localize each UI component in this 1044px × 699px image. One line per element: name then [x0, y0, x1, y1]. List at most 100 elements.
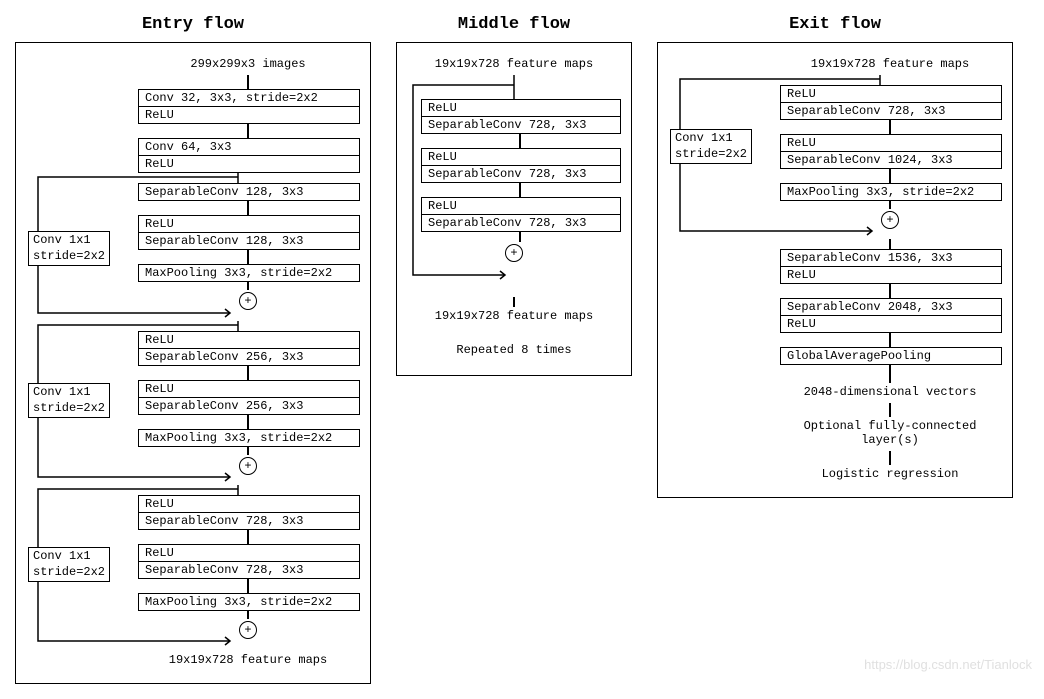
layer-group: ReLU SeparableConv 728, 3x3 — [780, 85, 1002, 120]
entry-block-3: Conv 1x1 stride=2x2 ReLU SeparableConv 7… — [28, 485, 358, 649]
connector-line — [247, 366, 249, 380]
layer-group: MaxPooling 3x3, stride=2x2 — [138, 429, 360, 447]
exit-block-1: Conv 1x1 stride=2x2 ReLU SeparableConv 7… — [670, 75, 1000, 239]
middle-title: Middle flow — [458, 15, 570, 34]
middle-panel: 19x19x728 feature maps ReLU SeparableCon… — [396, 42, 632, 376]
layer-text: MaxPooling 3x3, stride=2x2 — [139, 594, 359, 610]
layer-text: SeparableConv 2048, 3x3 — [781, 299, 1001, 316]
entry-block-2: Conv 1x1 stride=2x2 ReLU SeparableConv 2… — [28, 321, 358, 485]
plus-node: + — [239, 457, 257, 475]
layer-text: SeparableConv 728, 3x3 — [422, 166, 620, 182]
connector-line — [513, 297, 515, 307]
connector-line — [247, 75, 249, 89]
exit-out2: Optional fully-connected layer(s) — [780, 419, 1000, 447]
side-conv-box: Conv 1x1 stride=2x2 — [28, 383, 110, 418]
layer-text: MaxPooling 3x3, stride=2x2 — [139, 265, 359, 281]
connector-line — [889, 239, 891, 249]
layer-group: MaxPooling 3x3, stride=2x2 — [138, 593, 360, 611]
layer-group: ReLU SeparableConv 728, 3x3 — [421, 99, 621, 134]
exit-input-wrap: 19x19x728 feature maps — [670, 57, 1000, 71]
layer-text: SeparableConv 1536, 3x3 — [781, 250, 1001, 267]
connector-line — [247, 282, 249, 290]
layer-group: ReLU SeparableConv 128, 3x3 — [138, 215, 360, 250]
layer-group: ReLU SeparableConv 728, 3x3 — [138, 495, 360, 530]
plus-node: + — [239, 621, 257, 639]
side-conv-text: Conv 1x1 stride=2x2 — [33, 549, 105, 579]
layer-text: ReLU — [139, 107, 359, 123]
layer-group: SeparableConv 1536, 3x3 ReLU — [780, 249, 1002, 284]
layer-text: SeparableConv 728, 3x3 — [139, 513, 359, 529]
layer-group: ReLU SeparableConv 256, 3x3 — [138, 331, 360, 366]
layer-text: MaxPooling 3x3, stride=2x2 — [781, 184, 1001, 200]
side-conv-text: Conv 1x1 stride=2x2 — [33, 233, 105, 263]
exit-panel: 19x19x728 feature maps Conv 1x1 stride=2… — [657, 42, 1013, 498]
layer-text: ReLU — [781, 316, 1001, 332]
layer-text: ReLU — [139, 216, 359, 233]
layer-group: ReLU SeparableConv 728, 3x3 — [421, 148, 621, 183]
layer-text: SeparableConv 128, 3x3 — [139, 233, 359, 249]
connector-line — [247, 415, 249, 429]
layer-text: MaxPooling 3x3, stride=2x2 — [139, 430, 359, 446]
entry-block-1: Conv 1x1 stride=2x2 SeparableConv 128, 3… — [28, 173, 358, 321]
middle-input: 19x19x728 feature maps — [409, 57, 619, 71]
middle-note: Repeated 8 times — [409, 343, 619, 357]
layer-text: ReLU — [139, 156, 359, 172]
block-main: ReLU SeparableConv 728, 3x3 ReLU Separab… — [780, 75, 1000, 231]
connector-line — [519, 134, 521, 148]
side-conv-box: Conv 1x1 stride=2x2 — [28, 547, 110, 582]
plus-node: + — [881, 211, 899, 229]
layer-text: ReLU — [422, 100, 620, 117]
entry-title: Entry flow — [142, 15, 244, 34]
side-conv-box: Conv 1x1 stride=2x2 — [28, 231, 110, 266]
layer-text: ReLU — [422, 198, 620, 215]
layer-group: MaxPooling 3x3, stride=2x2 — [138, 264, 360, 282]
layer-text: ReLU — [781, 86, 1001, 103]
connector-line — [247, 250, 249, 264]
entry-input: 299x299x3 images — [138, 57, 358, 71]
connector-line — [889, 201, 891, 209]
middle-block: ReLU SeparableConv 728, 3x3 ReLU Separab… — [409, 75, 619, 297]
watermark: https://blog.csdn.net/Tianlock — [864, 657, 1032, 672]
layer-group: MaxPooling 3x3, stride=2x2 — [780, 183, 1002, 201]
layer-group: ReLU SeparableConv 728, 3x3 — [138, 544, 360, 579]
connector-line — [519, 232, 521, 242]
connector-line — [889, 451, 891, 465]
layer-group: ReLU SeparableConv 1024, 3x3 — [780, 134, 1002, 169]
connector-line — [889, 284, 891, 298]
layer-group: ReLU SeparableConv 728, 3x3 — [421, 197, 621, 232]
layer-text: Conv 32, 3x3, stride=2x2 — [139, 90, 359, 107]
exit-flow-column: Exit flow 19x19x728 feature maps Conv 1x… — [657, 15, 1013, 498]
exit-tail: SeparableConv 1536, 3x3 ReLU SeparableCo… — [670, 239, 1000, 481]
block-main: ReLU SeparableConv 728, 3x3 ReLU Separab… — [421, 99, 619, 264]
exit-title: Exit flow — [789, 15, 881, 34]
layer-text: ReLU — [139, 496, 359, 513]
layer-group: Conv 32, 3x3, stride=2x2 ReLU — [138, 89, 360, 124]
layer-text: SeparableConv 1024, 3x3 — [781, 152, 1001, 168]
exit-out3: Logistic regression — [780, 467, 1000, 481]
connector-line — [247, 611, 249, 619]
layer-text: SeparableConv 256, 3x3 — [139, 349, 359, 365]
connector-line — [247, 579, 249, 593]
block-main: ReLU SeparableConv 256, 3x3 ReLU Separab… — [138, 321, 358, 477]
connector-line — [247, 530, 249, 544]
layer-text: ReLU — [781, 135, 1001, 152]
side-conv-text: Conv 1x1 stride=2x2 — [675, 131, 747, 161]
layer-group: SeparableConv 2048, 3x3 ReLU — [780, 298, 1002, 333]
exit-out1: 2048-dimensional vectors — [780, 385, 1000, 399]
layer-group: Conv 64, 3x3 ReLU — [138, 138, 360, 173]
layer-group: GlobalAveragePooling — [780, 347, 1002, 365]
layer-text: ReLU — [139, 332, 359, 349]
entry-output: 19x19x728 feature maps — [138, 653, 358, 667]
layer-text: SeparableConv 128, 3x3 — [139, 184, 359, 200]
layer-group: ReLU SeparableConv 256, 3x3 — [138, 380, 360, 415]
side-conv-box: Conv 1x1 stride=2x2 — [670, 129, 752, 164]
layer-text: ReLU — [422, 149, 620, 166]
entry-output-wrap: 19x19x728 feature maps — [28, 653, 358, 667]
layer-text: SeparableConv 728, 3x3 — [139, 562, 359, 578]
middle-flow-column: Middle flow 19x19x728 feature maps ReLU … — [396, 15, 632, 376]
connector-line — [889, 120, 891, 134]
layer-text: SeparableConv 728, 3x3 — [781, 103, 1001, 119]
entry-panel: 299x299x3 images Conv 32, 3x3, stride=2x… — [15, 42, 371, 684]
layer-text: SeparableConv 728, 3x3 — [422, 117, 620, 133]
connector-line — [247, 201, 249, 215]
